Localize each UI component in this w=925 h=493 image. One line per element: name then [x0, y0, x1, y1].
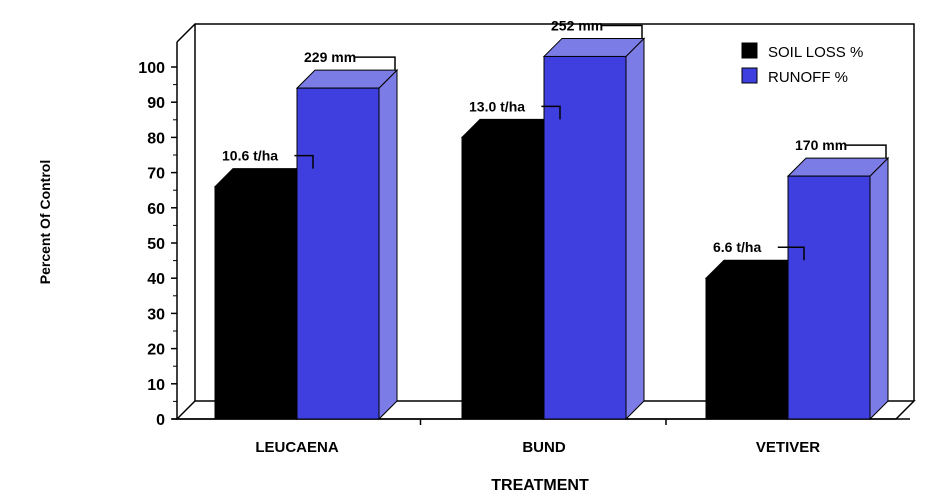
data-label: 170 mm: [795, 137, 847, 153]
label-leader: [777, 246, 805, 261]
bar: [705, 277, 789, 420]
data-label: 229 mm: [304, 49, 356, 65]
bar-top: [786, 157, 890, 177]
y-tick-label: 10: [147, 377, 165, 394]
y-tick-label: 30: [147, 306, 165, 323]
label-leader: [294, 154, 314, 169]
legend-swatch: [741, 67, 758, 84]
legend: SOIL LOSS % RUNOFF %: [741, 42, 863, 86]
bar-top: [542, 37, 646, 57]
bar: [296, 87, 380, 420]
y-tick-label: 100: [138, 60, 165, 77]
data-label: 10.6 t/ha: [222, 148, 278, 164]
x-category-label: BUND: [522, 439, 565, 456]
bar-side: [625, 37, 645, 421]
y-tick-label: 70: [147, 166, 165, 183]
y-tick-label: 80: [147, 130, 165, 147]
bar-side: [869, 156, 889, 421]
legend-label: RUNOFF %: [768, 69, 848, 86]
bar: [461, 136, 545, 420]
label-leader: [844, 144, 887, 159]
bar: [787, 175, 871, 420]
x-axis-title: TREATMENT: [491, 477, 589, 493]
data-labels: 10.6 t/ha 229 mm 13.0 t/ha 252 mm 6.6 t/ha 17…: [222, 17, 887, 261]
x-axis: LEUCAENA BUND VETIVER: [255, 419, 820, 456]
y-tick-label: 50: [147, 236, 165, 253]
data-label: 13.0 t/ha: [469, 98, 525, 114]
y-axis-title: Percent Of Control: [37, 160, 53, 284]
y-tick-label: 90: [147, 95, 165, 112]
y-axis: 0 10 20 30 40 50 60 70 80 90 100: [138, 60, 177, 429]
bar-side: [378, 68, 398, 421]
label-leader: [541, 105, 561, 120]
label-leader: [600, 24, 643, 39]
data-label: 252 mm: [551, 17, 603, 33]
y-tick-label: 20: [147, 342, 165, 359]
legend-swatch: [741, 42, 758, 59]
label-leader: [353, 56, 396, 71]
y-tick-label: 40: [147, 271, 165, 288]
bar: [543, 55, 627, 420]
x-category-label: VETIVER: [756, 439, 820, 456]
data-label: 6.6 t/ha: [713, 239, 761, 255]
bar-top: [295, 69, 399, 89]
bar: [214, 186, 298, 420]
y-tick-label: 0: [156, 412, 165, 429]
x-category-label: LEUCAENA: [255, 439, 339, 456]
back-wall: [176, 23, 915, 401]
legend-label: SOIL LOSS %: [768, 44, 863, 61]
bars: [213, 37, 890, 421]
y-tick-label: 60: [147, 201, 165, 218]
